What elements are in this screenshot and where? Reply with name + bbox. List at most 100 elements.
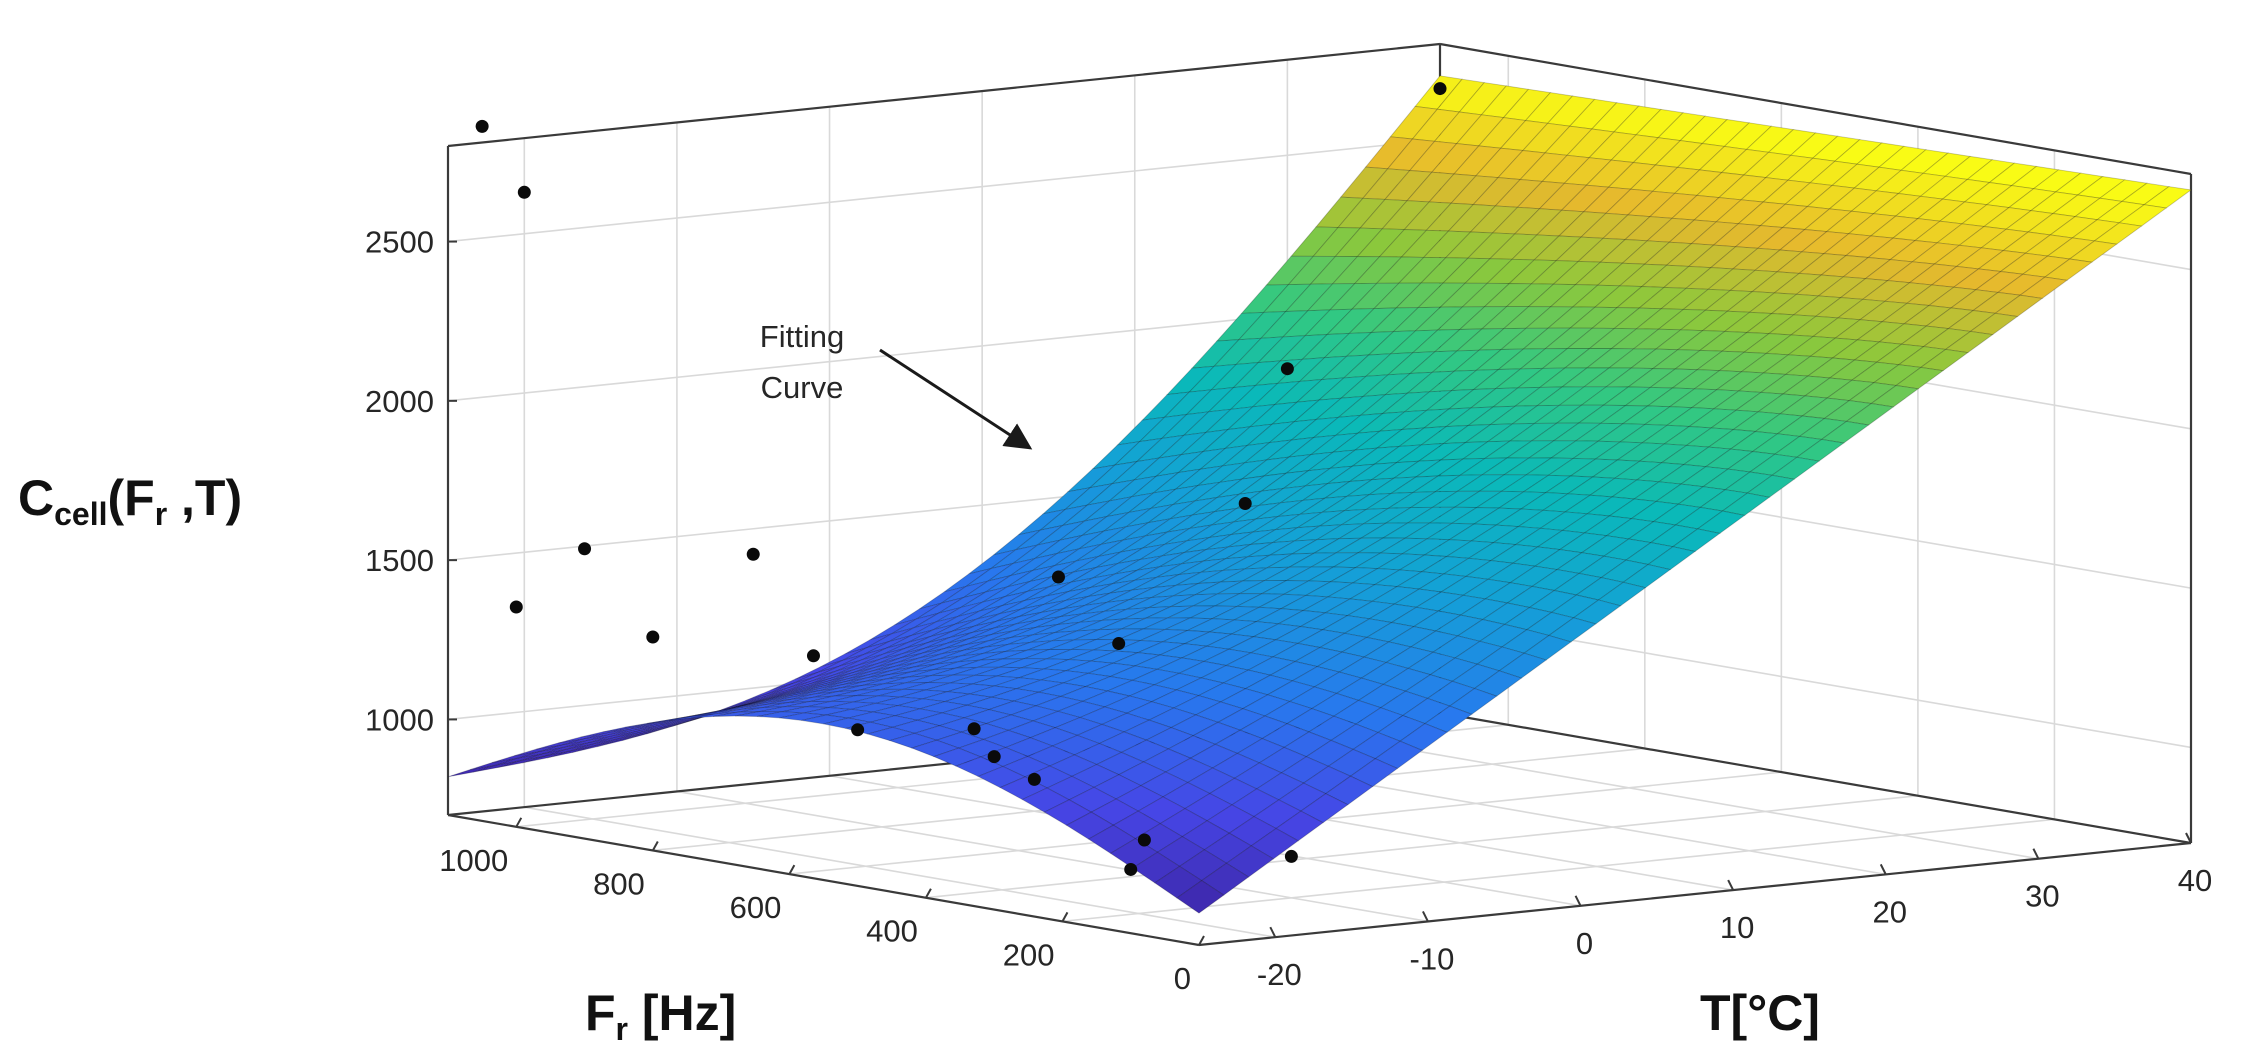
data-point-1 bbox=[1137, 833, 1151, 847]
x-tick-label: 200 bbox=[1003, 937, 1055, 972]
surface-patch bbox=[1767, 314, 1818, 336]
surface-patch bbox=[1988, 162, 2038, 187]
data-point-15 bbox=[1051, 570, 1065, 584]
surface-patch bbox=[1266, 680, 1316, 702]
surface-patch bbox=[1900, 325, 1950, 348]
z-tick-label: 1000 bbox=[365, 702, 434, 737]
surface-patch bbox=[1312, 537, 1363, 554]
surface-patch bbox=[1437, 594, 1487, 616]
z-tick-label: 2500 bbox=[365, 225, 434, 260]
surface-patch bbox=[1729, 431, 1779, 452]
tick-labels: 1000 1500 2000 2500 0 200 400 600 800 1000 -20 -10 0… bbox=[365, 225, 2212, 996]
floor-edge-back-2 bbox=[1439, 711, 2192, 845]
surface-patch bbox=[1178, 849, 1228, 882]
surface-patch bbox=[2018, 276, 2069, 299]
surface-patch bbox=[1088, 460, 1139, 489]
data-point-7 bbox=[475, 119, 489, 133]
surface-patch bbox=[1083, 676, 1134, 692]
annotation-fitting-curve: Fitting Curve bbox=[760, 319, 1033, 450]
grid-line-y-floor bbox=[524, 806, 1276, 938]
surface-patch bbox=[1315, 395, 1365, 420]
surface-patch bbox=[1613, 307, 1663, 330]
surface-patch bbox=[1745, 313, 1796, 335]
surface-patch bbox=[987, 700, 1038, 716]
surface-patch bbox=[1300, 793, 1349, 824]
surface-patch bbox=[1478, 474, 1528, 492]
surface-patch bbox=[1269, 539, 1318, 556]
surface-patch bbox=[888, 732, 939, 749]
grid-line-y-floor bbox=[676, 790, 1429, 923]
surface-patch bbox=[1828, 187, 1878, 212]
surface-patch bbox=[1734, 391, 1785, 413]
surface-patch bbox=[1643, 406, 1694, 426]
surface-patch bbox=[833, 658, 881, 676]
surface-patch bbox=[1615, 286, 1666, 309]
surface-patch bbox=[985, 570, 1033, 593]
surface-patch bbox=[1411, 108, 1461, 142]
surface-patch bbox=[1754, 413, 1804, 435]
surface-patch bbox=[1502, 88, 1552, 121]
surface-patch bbox=[913, 607, 961, 629]
surface-patch bbox=[447, 764, 496, 778]
surface-patch bbox=[1062, 592, 1111, 610]
surface-patch bbox=[1133, 654, 1184, 670]
surface-patch bbox=[1552, 422, 1603, 442]
surface-patch bbox=[1043, 799, 1093, 826]
data-point-18 bbox=[1433, 82, 1447, 96]
surface-patch bbox=[1275, 810, 1324, 842]
surface-patch bbox=[1472, 507, 1523, 526]
surface-patch bbox=[1602, 538, 1652, 561]
surface-patch bbox=[1759, 373, 1810, 395]
surface-patch bbox=[1156, 836, 1206, 867]
surface-patch bbox=[1327, 748, 1377, 777]
z-title-rest-a: (F bbox=[107, 470, 154, 526]
x-tick-label: 0 bbox=[1174, 961, 1191, 996]
data-point-9 bbox=[1284, 849, 1298, 863]
surface-patch bbox=[1259, 310, 1309, 339]
surface-patch bbox=[2005, 210, 2055, 233]
surface-patch bbox=[1624, 386, 1674, 407]
surface-patch bbox=[1034, 695, 1085, 712]
surface-patch bbox=[1470, 524, 1520, 544]
surface-patch bbox=[1919, 175, 1969, 200]
surface-patch bbox=[1787, 335, 1837, 357]
surface-patch bbox=[811, 664, 859, 682]
surface-patch bbox=[1244, 674, 1294, 696]
surface-patch bbox=[773, 687, 821, 700]
surface-patch bbox=[1137, 552, 1185, 571]
surface-patch bbox=[1181, 546, 1229, 565]
surface-patch bbox=[1756, 393, 1807, 415]
y-tick-label: -20 bbox=[1257, 957, 1302, 992]
surface-patch bbox=[742, 686, 790, 704]
surface-patch bbox=[1814, 297, 1865, 319]
surface-patch bbox=[1295, 377, 1346, 403]
surface-patch bbox=[1523, 635, 1573, 661]
surface-patch bbox=[1137, 796, 1186, 825]
surface-patch bbox=[1125, 701, 1176, 721]
surface-patch bbox=[1182, 408, 1233, 436]
surface-patch bbox=[1090, 650, 1138, 664]
surface-patch bbox=[809, 668, 857, 685]
surface-patch bbox=[1541, 493, 1592, 513]
surface-patch bbox=[1497, 491, 1548, 510]
surface-patch bbox=[1348, 584, 1399, 602]
surface-patch bbox=[1588, 477, 1639, 498]
surface-patch bbox=[1524, 92, 1574, 124]
surface-patch bbox=[1557, 211, 1607, 238]
surface-patch bbox=[1781, 375, 1832, 397]
surface-patch bbox=[1855, 142, 1905, 168]
annotation-arrow bbox=[879, 348, 1033, 450]
surface-patch bbox=[1307, 566, 1358, 583]
y-tick-mark bbox=[1269, 926, 1277, 938]
surface-patch bbox=[1900, 149, 1950, 174]
surface-patch bbox=[1359, 392, 1409, 416]
surface-patch bbox=[1450, 507, 1501, 525]
surface-patch bbox=[1635, 462, 1686, 483]
surface-patch bbox=[1506, 585, 1556, 608]
surface-patch bbox=[1552, 260, 1602, 286]
surface-patch bbox=[1709, 246, 1759, 270]
z-title-main: C bbox=[18, 470, 54, 526]
surface-patch bbox=[1949, 289, 2000, 311]
surface-patch bbox=[1746, 474, 1796, 498]
surface-patch bbox=[1605, 518, 1655, 540]
